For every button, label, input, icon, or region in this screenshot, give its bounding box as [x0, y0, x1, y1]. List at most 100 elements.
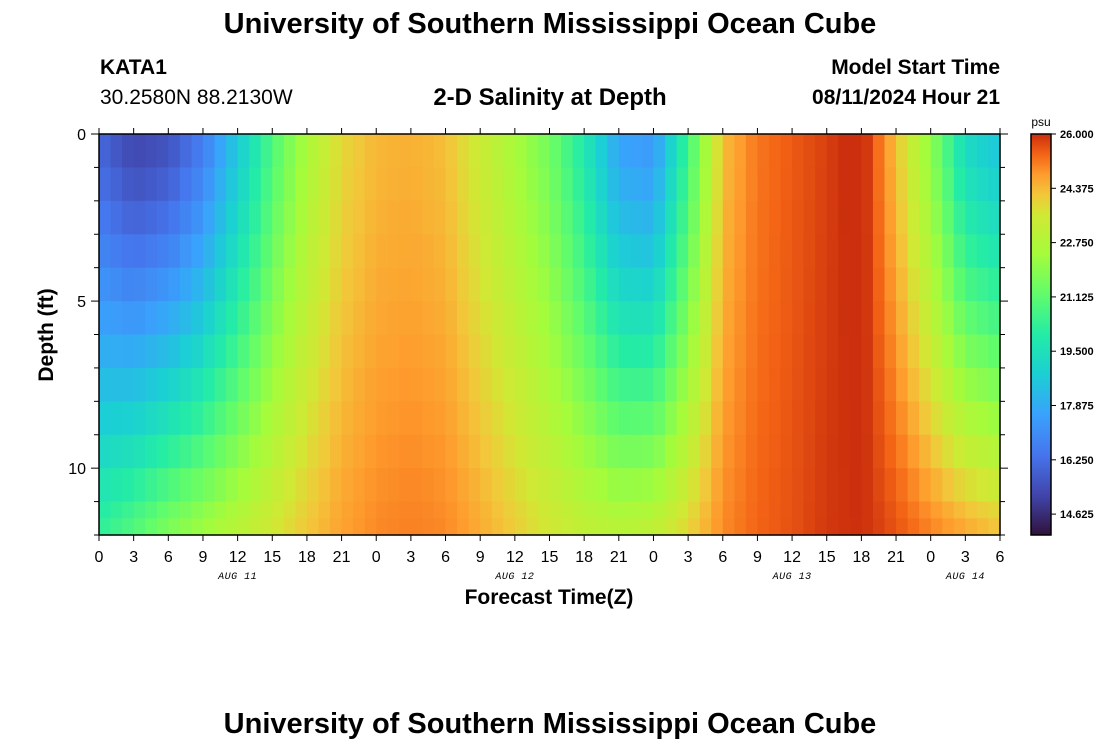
heatmap-cell	[272, 401, 285, 436]
heatmap-cell	[919, 434, 932, 469]
heatmap-cell	[410, 267, 424, 302]
heatmap-cell	[757, 234, 770, 269]
heatmap-cell	[584, 434, 597, 469]
heatmap-cell	[907, 200, 920, 235]
heatmap-cell	[99, 234, 112, 269]
heatmap-cell	[133, 434, 146, 469]
colorbar-unit: psu	[1031, 115, 1050, 129]
heatmap-cell	[988, 167, 1001, 202]
heatmap-cell	[387, 367, 400, 402]
heatmap-cell	[676, 401, 689, 436]
heatmap-cell	[872, 367, 886, 402]
heatmap-cell	[607, 167, 620, 202]
heatmap-cell	[537, 334, 551, 369]
heatmap-cell	[976, 301, 990, 336]
heatmap-cell	[537, 468, 551, 503]
heatmap-cell	[468, 367, 481, 402]
heatmap-cell	[930, 518, 943, 536]
heatmap-cell	[433, 334, 447, 369]
heatmap-cell	[399, 468, 412, 503]
heatmap-cell	[179, 334, 193, 369]
heatmap-cell	[630, 167, 643, 202]
heatmap-cell	[826, 501, 839, 519]
x-tick-label: 9	[753, 549, 762, 566]
heatmap-cell	[919, 167, 932, 202]
heatmap-cell	[630, 468, 643, 503]
heatmap-cell	[503, 134, 516, 169]
heatmap-cell	[607, 200, 620, 235]
heatmap-cell	[191, 267, 204, 302]
heatmap-cell	[202, 367, 216, 402]
heatmap-cell	[99, 267, 112, 302]
heatmap-cell	[202, 434, 216, 469]
heatmap-cell	[768, 334, 782, 369]
heatmap-cell	[468, 301, 481, 336]
heatmap-cell	[122, 501, 135, 519]
heatmap-cell	[318, 518, 331, 536]
heatmap-cell	[122, 301, 135, 336]
heatmap-cell	[676, 518, 689, 536]
heatmap-cell	[722, 501, 735, 519]
heatmap-cell	[260, 518, 273, 536]
heatmap-cell	[757, 468, 770, 503]
heatmap-cell	[907, 301, 920, 336]
heatmap-cell	[133, 468, 146, 503]
heatmap-cell	[110, 468, 123, 503]
heatmap-cell	[399, 334, 412, 369]
heatmap-cell	[618, 401, 631, 436]
heatmap-cell	[849, 468, 862, 503]
heatmap-cell	[965, 200, 978, 235]
heatmap-cell	[433, 501, 447, 519]
heatmap-cell	[734, 518, 747, 536]
heatmap-cell	[445, 167, 458, 202]
heatmap-cell	[768, 501, 782, 519]
heatmap-cell	[930, 401, 943, 436]
heatmap-cell	[641, 501, 655, 519]
heatmap-cell	[815, 468, 828, 503]
heatmap-cell	[757, 501, 770, 519]
heatmap-cell	[364, 518, 377, 536]
heatmap-cell	[838, 367, 851, 402]
heatmap-cell	[572, 367, 585, 402]
heatmap-cell	[965, 301, 978, 336]
heatmap-cell	[641, 234, 655, 269]
heatmap-cell	[237, 434, 250, 469]
heatmap-cell	[110, 401, 123, 436]
heatmap-cell	[387, 434, 400, 469]
heatmap-cell	[792, 167, 805, 202]
station-id: KATA1	[100, 56, 167, 79]
heatmap-cell	[99, 434, 112, 469]
heatmap-cell	[410, 468, 424, 503]
heatmap-cell	[110, 301, 123, 336]
heatmap-cell	[803, 301, 816, 336]
heatmap-cell	[803, 334, 816, 369]
heatmap-cell	[249, 134, 262, 169]
heatmap-cell	[202, 401, 216, 436]
heatmap-cell	[410, 167, 424, 202]
heatmap-cell	[838, 468, 851, 503]
heatmap-cell	[468, 167, 481, 202]
heatmap-cell	[376, 301, 389, 336]
heatmap-cell	[838, 134, 851, 169]
heatmap-cell	[780, 134, 793, 169]
heatmap-cell	[584, 468, 597, 503]
heatmap-cell	[745, 501, 759, 519]
heatmap-cell	[849, 167, 862, 202]
heatmap-cell	[803, 167, 816, 202]
heatmap-cell	[341, 134, 354, 169]
heatmap-cell	[815, 401, 828, 436]
heatmap-cell	[283, 234, 296, 269]
heatmap-cell	[630, 434, 643, 469]
heatmap-cell	[387, 518, 400, 536]
heatmap-cell	[376, 134, 389, 169]
heatmap-cell	[572, 518, 585, 536]
heatmap-cell	[330, 167, 343, 202]
heatmap-cell	[907, 434, 920, 469]
heatmap-cell	[907, 234, 920, 269]
heatmap-cell	[353, 134, 366, 169]
heatmap-cell	[514, 501, 527, 519]
heatmap-cell	[457, 468, 470, 503]
heatmap-cell	[133, 501, 146, 519]
heatmap-cell	[861, 434, 874, 469]
heatmap-cell	[249, 301, 262, 336]
